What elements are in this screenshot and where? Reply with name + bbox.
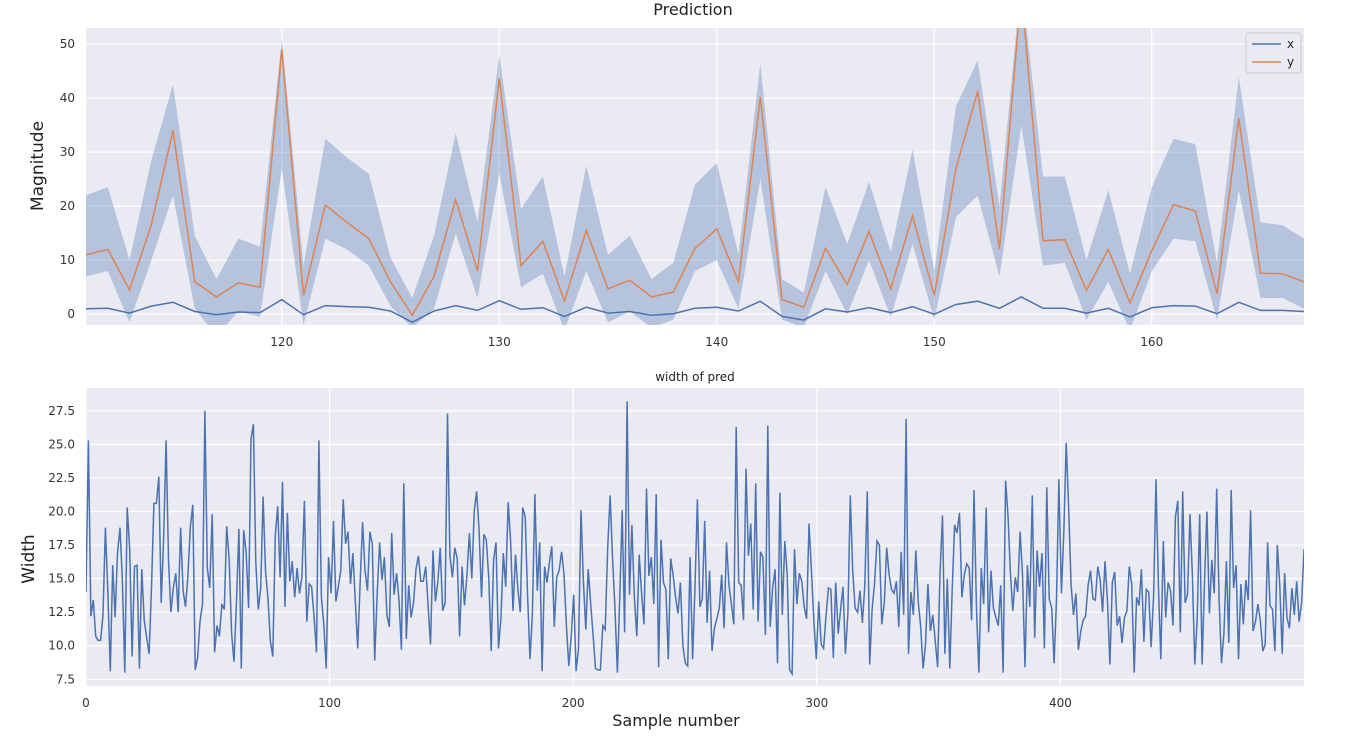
prediction-gridlines bbox=[86, 28, 1304, 325]
width-plot-area bbox=[86, 388, 1304, 686]
width-x-tick-label: 400 bbox=[1049, 696, 1072, 710]
legend-label-x: x bbox=[1287, 37, 1294, 51]
prediction-x-tick-label: 120 bbox=[270, 335, 293, 349]
prediction-x-tick-label: 130 bbox=[488, 335, 511, 349]
prediction-x-tick-label: 140 bbox=[705, 335, 728, 349]
width-y-ticks: 7.5 10.0 12.5 15.0 17.5 20.0 22.5 25.0 27.5 bbox=[48, 404, 75, 686]
width-y-tick-label: 12.5 bbox=[48, 605, 75, 619]
width-y-tick-label: 15.0 bbox=[48, 572, 75, 586]
legend-label-y: y bbox=[1287, 55, 1294, 69]
width-x-tick-label: 300 bbox=[805, 696, 828, 710]
width-y-tick-label: 7.5 bbox=[56, 672, 75, 686]
width-chart-title: width of pred bbox=[655, 370, 735, 384]
width-y-tick-label: 22.5 bbox=[48, 471, 75, 485]
series-y-line bbox=[86, 28, 1304, 317]
prediction-plot-area bbox=[86, 28, 1304, 325]
prediction-y-ticks: 0 10 20 30 40 50 bbox=[60, 37, 75, 321]
width-x-ticks: 0 100 200 300 400 bbox=[82, 696, 1072, 710]
legend-box bbox=[1245, 32, 1302, 74]
width-y-tick-label: 27.5 bbox=[48, 404, 75, 418]
prediction-y-axis-label: Magnitude bbox=[28, 121, 48, 211]
width-y-tick-label: 17.5 bbox=[48, 538, 75, 552]
width-chart: width of pred Width Sample number 0 100 20… bbox=[19, 370, 1304, 730]
width-x-axis-label: Sample number bbox=[612, 711, 740, 730]
prediction-x-tick-label: 150 bbox=[923, 335, 946, 349]
width-y-tick-label: 25.0 bbox=[48, 437, 75, 451]
prediction-interval-band bbox=[86, 28, 1304, 325]
prediction-y-tick-label: 50 bbox=[60, 37, 75, 51]
prediction-chart-title: Prediction bbox=[653, 0, 732, 19]
prediction-y-tick-label: 20 bbox=[60, 199, 75, 213]
prediction-y-tick-label: 10 bbox=[60, 253, 75, 267]
prediction-x-ticks: 120 130 140 150 160 bbox=[270, 335, 1163, 349]
width-y-axis-label: Width bbox=[19, 534, 39, 583]
width-x-tick-label: 200 bbox=[562, 696, 585, 710]
prediction-y-tick-label: 40 bbox=[60, 91, 75, 105]
width-y-tick-label: 20.0 bbox=[48, 504, 75, 518]
width-y-tick-label: 10.0 bbox=[48, 639, 75, 653]
width-x-tick-label: 0 bbox=[82, 696, 90, 710]
prediction-y-tick-label: 0 bbox=[67, 307, 75, 321]
legend: x y bbox=[1245, 32, 1302, 74]
series-x-line bbox=[86, 296, 1304, 324]
width-series-line bbox=[86, 401, 1304, 677]
prediction-x-tick-label: 160 bbox=[1140, 335, 1163, 349]
width-x-tick-label: 100 bbox=[318, 696, 341, 710]
prediction-chart: Prediction Magnitude 120 130 140 150 160 0 10… bbox=[28, 0, 1304, 349]
prediction-y-tick-label: 30 bbox=[60, 145, 75, 159]
